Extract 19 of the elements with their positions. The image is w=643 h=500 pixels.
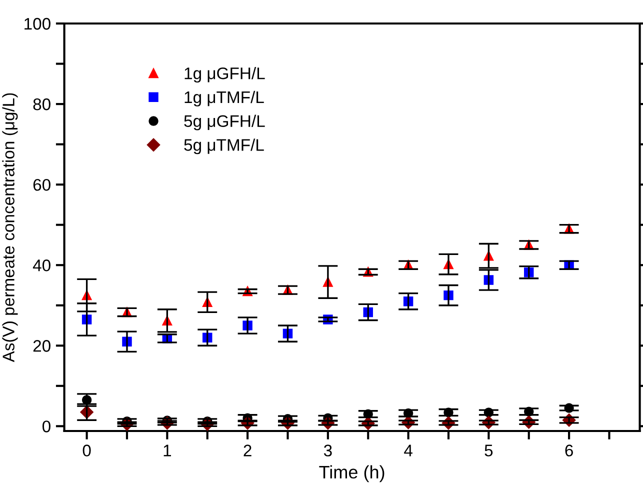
x-tick-label: 4 <box>404 444 412 456</box>
x-tick-label: 0 <box>82 444 91 456</box>
y-tick-label: 60 <box>33 178 50 191</box>
legend-label: 5g μTMF/L <box>184 138 264 154</box>
legend-label: 1g μGFH/L <box>184 67 265 83</box>
x-tick-label: 1 <box>164 444 171 456</box>
legend-label: 5g μGFH/L <box>184 114 265 130</box>
y-tick-label: 40 <box>32 260 50 272</box>
legend-label: 1g μTMF/L <box>184 90 264 106</box>
y-axis-title: As(V) permeate concentration (μg/L) <box>2 93 18 362</box>
y-tick-label: 0 <box>42 420 50 432</box>
y-tick-label: 100 <box>24 18 50 30</box>
x-tick-label: 5 <box>484 444 493 456</box>
x-axis-title: Time (h) <box>319 465 384 482</box>
x-tick-label: 2 <box>244 444 252 456</box>
x-tick-label: 3 <box>324 444 332 456</box>
y-tick-label: 20 <box>33 340 50 352</box>
y-tick-label: 80 <box>33 98 50 110</box>
x-tick-label: 6 <box>565 444 573 456</box>
